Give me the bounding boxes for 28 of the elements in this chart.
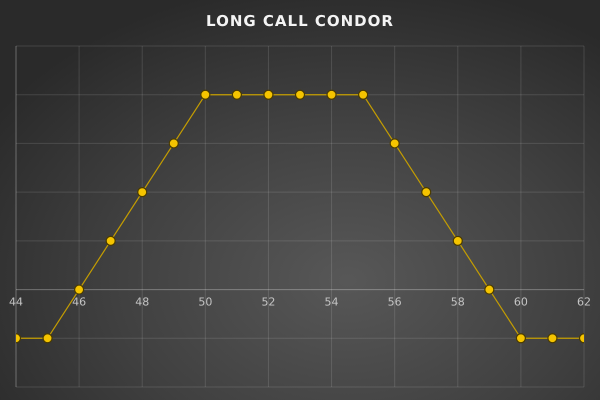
x-tick-label: 60 <box>514 296 528 309</box>
point <box>137 187 148 198</box>
x-tick-label: 50 <box>198 296 212 309</box>
x-tick-label: 48 <box>135 296 150 309</box>
point <box>168 138 179 149</box>
point <box>42 333 53 344</box>
point <box>547 333 558 344</box>
x-tick-label: 56 <box>388 296 402 309</box>
point <box>232 90 242 100</box>
x-tick-label: 44 <box>9 296 23 309</box>
x-tick-label: 52 <box>261 296 276 309</box>
x-tick-label: 62 <box>577 296 591 309</box>
chart-title: LONG CALL CONDOR <box>205 12 395 30</box>
point <box>421 187 432 198</box>
point <box>294 90 306 100</box>
point <box>390 138 400 149</box>
point <box>263 90 274 100</box>
point <box>358 90 368 100</box>
point <box>516 333 526 344</box>
point <box>74 284 84 295</box>
point <box>452 236 463 246</box>
x-tick-label: 54 <box>324 296 339 309</box>
x-tick-label: 46 <box>72 296 86 309</box>
point <box>200 90 210 100</box>
x-tick-label: 58 <box>450 296 465 309</box>
point <box>484 284 494 295</box>
point <box>326 90 337 100</box>
point <box>106 236 116 246</box>
